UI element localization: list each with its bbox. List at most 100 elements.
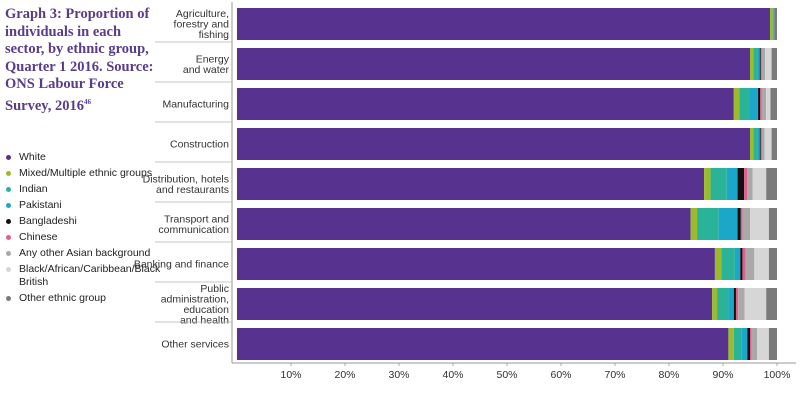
category-label: Construction bbox=[170, 139, 229, 151]
bar-segment bbox=[751, 328, 758, 360]
legend-swatch bbox=[6, 267, 11, 272]
bar-segment bbox=[757, 128, 760, 160]
category-label: Banking and finance bbox=[134, 259, 229, 271]
bar-segment bbox=[237, 88, 734, 120]
bar-segment bbox=[740, 208, 743, 240]
bar-segment bbox=[750, 48, 754, 80]
bar-segment bbox=[774, 8, 777, 40]
legend-swatch bbox=[6, 219, 11, 224]
bar-segment bbox=[744, 288, 767, 320]
bar-segment bbox=[761, 48, 766, 80]
category-label: Manufacturing bbox=[162, 99, 229, 111]
legend-label: Indian bbox=[19, 183, 48, 195]
legend-swatch bbox=[6, 235, 11, 240]
category-label: and health bbox=[180, 314, 229, 326]
x-tick-label: 20% bbox=[334, 369, 355, 381]
x-tick-label: 70% bbox=[604, 369, 625, 381]
bar-segment bbox=[690, 208, 698, 240]
bar-segment bbox=[741, 328, 748, 360]
bar-segment bbox=[766, 288, 777, 320]
bar-segment bbox=[744, 168, 748, 200]
category-label: Transport and bbox=[164, 213, 229, 225]
category-label: and restaurants bbox=[156, 184, 229, 196]
legend: White Mixed/Multiple ethnic groups Indian P… bbox=[6, 151, 160, 308]
bar-segment bbox=[757, 48, 760, 80]
bar-segment bbox=[750, 88, 759, 120]
bar-segment bbox=[758, 88, 761, 120]
bar-segment bbox=[237, 128, 750, 160]
bar-segment bbox=[747, 328, 750, 360]
bar-segment bbox=[752, 168, 767, 200]
legend-item: Bangladeshi bbox=[6, 215, 156, 228]
bar-segment bbox=[750, 208, 769, 240]
x-tick-label: 80% bbox=[658, 369, 679, 381]
bar-segment bbox=[753, 48, 758, 80]
bar-segment bbox=[766, 168, 777, 200]
category-label: Public bbox=[200, 283, 229, 295]
bar-segment bbox=[710, 168, 727, 200]
category-label: fishing bbox=[199, 29, 230, 41]
bar-segment bbox=[738, 288, 745, 320]
category-label: forestry and bbox=[174, 19, 230, 31]
category-label: Other services bbox=[161, 339, 229, 351]
bar-segment bbox=[773, 8, 775, 40]
bar-segment bbox=[735, 288, 739, 320]
bar-segment bbox=[697, 208, 719, 240]
bar-segment bbox=[704, 168, 711, 200]
bar-segment bbox=[728, 328, 734, 360]
x-tick-label: 50% bbox=[496, 369, 517, 381]
bar-segment bbox=[739, 88, 750, 120]
x-tick-label: 60% bbox=[550, 369, 571, 381]
bar-segment bbox=[237, 48, 750, 80]
legend-label: Pakistani bbox=[19, 199, 62, 211]
bar-segment bbox=[734, 248, 741, 280]
category-label: administration, bbox=[161, 293, 229, 305]
legend-item: Pakistani bbox=[6, 199, 156, 212]
bar-segment bbox=[760, 48, 762, 80]
bar-segment bbox=[769, 8, 773, 40]
legend-item: Other ethnic group bbox=[6, 292, 156, 305]
bar-segment bbox=[721, 248, 735, 280]
bar-segment bbox=[766, 88, 771, 120]
bar-segment bbox=[237, 288, 713, 320]
bar-segment bbox=[712, 288, 718, 320]
legend-item: Mixed/Multiple ethnic groups bbox=[6, 167, 156, 180]
legend-swatch bbox=[6, 155, 11, 160]
bar-segment bbox=[759, 128, 761, 160]
legend-swatch bbox=[6, 203, 11, 208]
bar-segment bbox=[237, 168, 705, 200]
bar-segment bbox=[718, 208, 738, 240]
bar-segment bbox=[759, 48, 761, 80]
bar-segment bbox=[772, 8, 774, 40]
x-tick-label: 10% bbox=[280, 369, 301, 381]
category-label: education bbox=[183, 304, 229, 316]
legend-item: Chinese bbox=[6, 231, 156, 244]
legend-item: Indian bbox=[6, 183, 156, 196]
category-label: Energy bbox=[196, 53, 230, 65]
bar-segment bbox=[733, 328, 742, 360]
x-tick-label: 90% bbox=[712, 369, 733, 381]
bar-segment bbox=[761, 88, 767, 120]
category-label: and water bbox=[183, 64, 230, 76]
bar-segment bbox=[750, 328, 752, 360]
bar-segment bbox=[761, 128, 765, 160]
bar-segment bbox=[740, 248, 743, 280]
bar-segment bbox=[770, 88, 777, 120]
legend-swatch bbox=[6, 171, 11, 176]
bar-segment bbox=[742, 208, 750, 240]
title-footnote: 46 bbox=[83, 97, 91, 106]
bar-segment bbox=[742, 248, 746, 280]
chart-title: Graph 3: Proportion of individuals in ea… bbox=[5, 6, 154, 114]
legend-label: White bbox=[19, 151, 46, 163]
x-tick-label: 100% bbox=[764, 369, 791, 381]
legend-label: Mixed/Multiple ethnic groups bbox=[19, 167, 153, 179]
bar-segment bbox=[733, 88, 740, 120]
bar-segment bbox=[728, 288, 734, 320]
bar-segment bbox=[717, 288, 729, 320]
legend-item: Any other Asian background bbox=[6, 247, 156, 260]
legend-label: Chinese bbox=[19, 231, 58, 243]
bar-segment bbox=[754, 248, 769, 280]
bar-segment bbox=[750, 128, 754, 160]
category-label: Distribution, hotels bbox=[143, 173, 229, 185]
